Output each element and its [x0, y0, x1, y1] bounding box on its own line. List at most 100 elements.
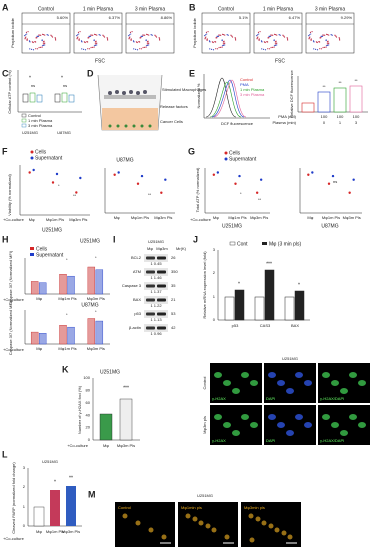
flow-dot [311, 31, 313, 33]
shape [122, 91, 126, 95]
flow-dot [255, 35, 258, 37]
flow-dot [230, 34, 232, 36]
flow-dot [335, 36, 338, 38]
flow-dot [287, 39, 289, 41]
flow-dot [257, 31, 260, 33]
shape [129, 90, 133, 94]
shape [30, 253, 34, 256]
flow-dot [327, 34, 329, 36]
shape [104, 95, 156, 99]
label: 100 [353, 114, 360, 119]
label: U251MG [22, 130, 38, 135]
label: Mφ3m [156, 246, 168, 251]
label: Normalized % [196, 83, 201, 108]
flow-dot [93, 45, 96, 47]
label: +Co-culture [190, 217, 212, 222]
flow-title: 1 min Plasma [263, 6, 294, 12]
label: Mr(K) [176, 246, 187, 251]
size: 53 [171, 311, 176, 316]
label: 3 [355, 120, 358, 125]
flow-dot [88, 37, 90, 39]
size: 350 [171, 269, 178, 274]
flow-dot [221, 33, 224, 35]
x-label: Mφ [114, 215, 120, 220]
label: Cleaved PARP (normalized fold change) [11, 462, 16, 534]
flow-dot [93, 39, 95, 42]
label: Mφ3m Pls [62, 529, 80, 534]
flow-dot [98, 34, 100, 36]
x-label: Mφ1m Pls [58, 346, 76, 351]
flow-dot [50, 34, 52, 36]
bar [87, 318, 96, 345]
flow-dot [221, 39, 223, 42]
micrograph [115, 502, 175, 547]
flow-dot [283, 35, 285, 37]
flow-dot [127, 35, 130, 37]
protein: BAX [133, 297, 141, 302]
flow-dot [210, 48, 213, 50]
flow-dot [286, 37, 288, 39]
flow-dot [44, 44, 46, 46]
flow-dot [234, 38, 237, 40]
flow-dot [273, 46, 275, 48]
shape [66, 486, 76, 526]
flow-dot [264, 49, 267, 51]
stain-label: γ-H2AX [212, 438, 226, 443]
flow-dot [154, 34, 156, 36]
x-label: Mφ1m Pls [131, 215, 149, 220]
flow-dot [102, 34, 104, 36]
point [28, 171, 31, 174]
nucleus [214, 372, 222, 378]
flow-dot [42, 41, 45, 43]
shape [224, 296, 235, 321]
ratio: 1 0.45 [150, 261, 162, 266]
image-label: Mφ1min pls [181, 505, 202, 510]
flow-dot [91, 46, 94, 48]
ratio: 1 1.37 [150, 289, 162, 294]
stain-label: γ-H2AX/DAPI [320, 396, 344, 401]
flow-dot [79, 31, 81, 33]
shape [33, 506, 45, 527]
flow-dot [94, 41, 97, 43]
label: +Co-culture [3, 347, 25, 352]
flow-title: Control [38, 6, 54, 12]
flow-dot [231, 35, 233, 37]
axis [24, 258, 110, 295]
flow-dot [262, 48, 265, 50]
flow-dot [147, 34, 149, 36]
label: Cellular ATP content (%) [7, 70, 12, 114]
label: Number of γ-H2AX foci (%) [77, 385, 82, 434]
flow-dot [211, 41, 213, 43]
label: ** [69, 475, 73, 481]
shape [108, 90, 147, 95]
point [331, 174, 335, 178]
nucleus [223, 422, 231, 428]
band-bg [144, 310, 168, 318]
label: ** [338, 80, 342, 85]
flow-dot [146, 41, 149, 43]
flow-dot [276, 44, 278, 46]
flow-dot [136, 49, 139, 51]
flow-title: 3 min Plasma [135, 6, 166, 12]
label: Control [240, 77, 253, 82]
y-tick-label: 0 [88, 437, 91, 442]
x-label: Mφ3m Pls [154, 215, 172, 220]
flow-dot [147, 44, 149, 46]
flow-dot [55, 39, 57, 41]
flow-dot [129, 36, 131, 38]
flow-dot [258, 38, 260, 40]
shape [108, 124, 152, 128]
image-label: Control [118, 505, 131, 510]
cell [255, 516, 261, 522]
stain-label: γ-H2AX [212, 396, 226, 401]
flow-dot [269, 35, 272, 37]
shape [333, 87, 347, 113]
shape [119, 398, 133, 441]
cell [224, 534, 230, 540]
label: *** [123, 385, 129, 391]
cell [122, 513, 128, 519]
flow-dot [323, 46, 326, 48]
flow-plot [201, 12, 251, 54]
flow-dot [331, 34, 333, 36]
shape [22, 93, 29, 103]
